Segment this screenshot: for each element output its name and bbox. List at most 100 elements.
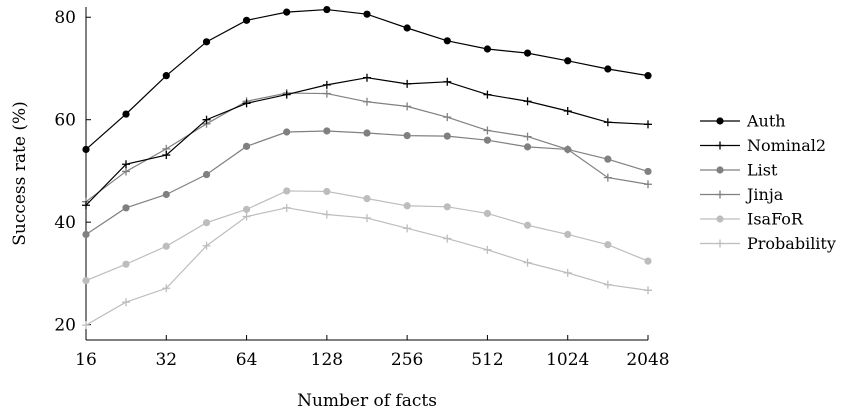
data-point	[403, 224, 412, 233]
data-point	[323, 187, 331, 196]
legend-label: Jinja	[745, 185, 784, 204]
series-isafor	[82, 187, 652, 285]
data-point	[323, 5, 331, 14]
data-point	[483, 45, 492, 53]
series-line	[85, 77, 649, 206]
data-point	[202, 219, 211, 227]
data-point	[162, 190, 170, 199]
x-tick-label: 32	[155, 350, 177, 370]
series-line	[85, 92, 649, 203]
data-point	[443, 77, 452, 86]
legend-item: Auth	[700, 112, 786, 131]
data-point	[523, 97, 532, 106]
data-point	[282, 90, 291, 99]
legend: Auth Nominal2 List Jinja IsaFoR Probability	[700, 112, 836, 253]
data-point	[82, 230, 90, 239]
data-point	[322, 80, 331, 89]
legend-item: Jinja	[700, 185, 784, 204]
y-tick-label: 20	[54, 316, 76, 336]
series-line	[85, 190, 649, 282]
legend-marker	[716, 117, 724, 125]
data-point	[604, 241, 612, 249]
data-point	[122, 260, 130, 268]
data-point	[644, 180, 652, 189]
y-tick-label: 40	[54, 213, 76, 233]
legend-item: Nominal2	[700, 136, 826, 155]
data-point	[644, 286, 652, 295]
data-point	[242, 205, 251, 213]
series-line	[85, 207, 649, 326]
data-point	[604, 155, 612, 163]
data-point	[564, 145, 572, 154]
data-point	[523, 221, 532, 229]
data-point	[443, 132, 451, 140]
data-point	[363, 129, 371, 137]
data-point	[322, 89, 331, 98]
data-point	[363, 195, 371, 203]
data-point	[403, 202, 411, 210]
data-point	[523, 258, 532, 267]
data-point	[403, 24, 411, 32]
data-point	[483, 245, 492, 254]
data-point	[523, 132, 532, 141]
data-point	[443, 234, 452, 243]
legend-marker	[716, 239, 724, 248]
x-tick-label: 128	[311, 350, 343, 370]
data-point	[483, 209, 492, 218]
data-point	[242, 142, 251, 150]
data-point	[523, 49, 532, 57]
data-point	[564, 230, 572, 239]
data-point	[283, 128, 291, 136]
x-axis: 16 32 64 128 256 512 1024 2048	[75, 335, 670, 370]
data-point	[82, 276, 90, 285]
x-tick-label: 256	[391, 350, 423, 370]
data-point	[82, 201, 90, 210]
data-point	[362, 73, 371, 82]
data-point	[162, 72, 170, 80]
data-point	[362, 214, 371, 223]
data-point	[202, 241, 211, 250]
data-point	[242, 212, 251, 221]
data-point	[162, 284, 171, 293]
data-point	[323, 127, 331, 135]
data-point	[362, 97, 371, 106]
data-point	[162, 242, 170, 250]
y-tick-label: 80	[54, 8, 76, 28]
data-point	[202, 115, 211, 124]
y-axis-label: Success rate (%)	[10, 101, 30, 246]
data-point	[202, 38, 211, 46]
data-point	[483, 136, 492, 144]
legend-marker	[716, 141, 724, 150]
x-tick-label: 512	[471, 350, 503, 370]
legend-label: Auth	[746, 112, 786, 131]
legend-label: List	[747, 161, 778, 180]
data-point	[403, 102, 412, 111]
y-axis: 20 40 60 80	[54, 8, 91, 336]
series-probability	[82, 203, 652, 330]
series-nominal2	[82, 73, 652, 210]
data-point	[644, 257, 652, 265]
data-point	[523, 143, 532, 151]
x-tick-label: 64	[236, 350, 258, 370]
data-point	[82, 145, 90, 154]
data-point	[122, 204, 130, 212]
legend-label: Nominal2	[747, 136, 826, 155]
x-tick-label: 1024	[546, 350, 589, 370]
legend-item: IsaFoR	[700, 210, 804, 229]
data-point	[202, 170, 211, 179]
legend-label: Probability	[747, 234, 836, 253]
data-point	[242, 99, 251, 108]
data-point	[644, 167, 652, 176]
data-point	[483, 90, 492, 99]
data-point	[403, 131, 411, 140]
data-point	[122, 160, 131, 169]
data-point	[283, 187, 291, 195]
data-point	[122, 167, 131, 176]
data-point	[282, 203, 291, 212]
data-point	[563, 106, 572, 115]
legend-item: Probability	[700, 234, 836, 253]
legend-marker	[716, 190, 724, 199]
series-layer	[82, 5, 652, 330]
